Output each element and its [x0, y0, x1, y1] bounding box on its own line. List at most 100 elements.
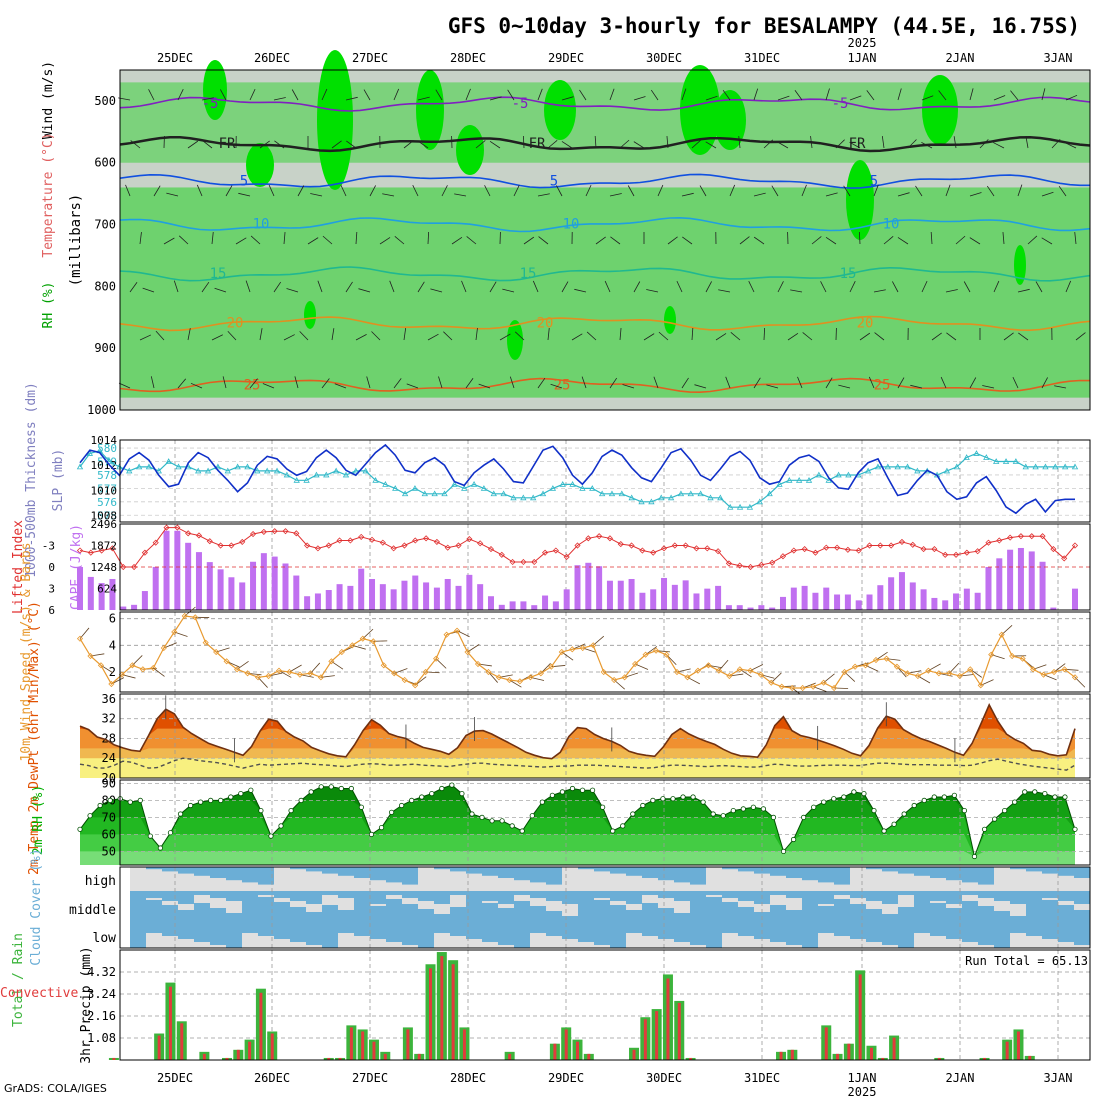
date-tick-bottom-4: 29DEC: [548, 1071, 584, 1085]
cape-bar-74: [877, 585, 883, 610]
cloud-middle-gap-17: [402, 898, 418, 904]
rh2m-marker-99: [1073, 827, 1077, 831]
rh2m-marker-88: [962, 808, 966, 812]
cloud-middle-gap-13: [338, 898, 354, 910]
cloud-high-52: [962, 867, 978, 882]
rh2m-marker-37: [450, 783, 454, 787]
date-tick-bottom-8: 2JAN: [946, 1071, 975, 1085]
cloud-low-gap-33: [658, 939, 674, 948]
cape-bar-80: [942, 600, 948, 610]
cape-bar-47: [585, 563, 591, 610]
cloud-middle-gap-22: [482, 901, 498, 903]
precip-conv-bar-15: [248, 1042, 251, 1060]
rh2m-marker-59: [671, 797, 675, 801]
cape-tick-0: 624: [97, 583, 117, 596]
rh2m-marker-94: [1023, 790, 1027, 794]
rh2m-tick-0: 50: [102, 844, 116, 858]
rh2m-marker-36: [440, 786, 444, 790]
cloud-middle-gap-25: [530, 898, 546, 906]
rh2m-marker-77: [852, 790, 856, 794]
rh2m-marker-87: [952, 793, 956, 797]
wind10-bg: [120, 612, 1090, 692]
cloud-high-13: [338, 867, 354, 876]
rh-saturated-4: [456, 125, 484, 175]
cloud-high-26: [546, 867, 562, 885]
cloud-middle-gap-53: [978, 898, 994, 906]
cloud-high-2: [162, 867, 178, 871]
date-tick-top-3: 28DEC: [450, 51, 486, 65]
lifted-tick-1: 0: [48, 561, 55, 574]
precip-conv-bar-26: [372, 1042, 375, 1060]
cloud-low-gap-2: [162, 936, 178, 948]
precip-conv-bar-32: [440, 956, 443, 1060]
cape-bar-24: [337, 584, 343, 610]
rh2m-marker-23: [309, 790, 313, 794]
cape-bar-88: [1029, 551, 1035, 610]
rh2m-marker-74: [822, 800, 826, 804]
cloud-middle-gap-50: [930, 901, 946, 903]
rh2m-marker-57: [651, 798, 655, 802]
cloud-middle-gap-52: [962, 895, 978, 901]
cloud-low-gap-27: [562, 939, 578, 948]
date-tick-bottom-7: 1JAN: [848, 1071, 877, 1085]
date-tick-bottom-9: 3JAN: [1044, 1071, 1073, 1085]
cape-bar-83: [975, 593, 981, 610]
cloud-high-23: [498, 867, 514, 878]
cloud-low-gap-28: [578, 942, 594, 948]
precip-run-total: Run Total = 65.13: [965, 954, 1088, 968]
cloud-low-gap-3: [178, 939, 194, 948]
cape-bar-57: [693, 593, 699, 610]
cloud-middle-gap-27: [562, 904, 578, 916]
cape-bar-73: [867, 594, 873, 610]
cape-bar-5: [131, 605, 137, 610]
cloud-low-gap-1: [146, 933, 162, 948]
cloud-low-gap-22: [482, 942, 498, 948]
cape-bar-36: [466, 575, 472, 610]
cloud-high-5: [210, 867, 226, 878]
cape-bar-72: [856, 600, 862, 610]
cloud-middle-gap-23: [498, 904, 514, 908]
rh2m-marker-28: [359, 805, 363, 809]
cape-bar-8: [164, 531, 170, 610]
isotherm-label-3-1: 10: [563, 217, 580, 233]
rh2m-tick-1: 60: [102, 827, 116, 841]
rh2m-marker-93: [1012, 800, 1016, 804]
rh2m-marker-86: [942, 795, 946, 799]
wind-axis-label: Wind (m/s): [41, 61, 56, 139]
pressure-tick-0: 500: [94, 94, 116, 108]
precip-conv-bar-8: [169, 987, 172, 1060]
cloud-low-gap-20: [450, 936, 466, 948]
rh2m-marker-67: [751, 805, 755, 809]
rh-saturated-1: [246, 143, 274, 187]
rh2m-marker-69: [771, 815, 775, 819]
cloud-low-gap-46: [866, 942, 882, 948]
date-tick-top-0: 25DEC: [157, 51, 193, 65]
cloud-middle-gap-38: [738, 901, 754, 907]
cape-bar-65: [780, 597, 786, 610]
cloud-middle-gap-36: [706, 895, 722, 897]
cloud-low-gap-44: [834, 936, 850, 948]
cape-bar-31: [412, 576, 418, 610]
rh2m-marker-0: [78, 827, 82, 831]
cape-bar-16: [250, 562, 256, 610]
cape-bar-39: [499, 605, 505, 610]
cape-bar-42: [531, 605, 537, 610]
cloud-low-gap-31: [626, 933, 642, 948]
cape-bar-34: [445, 579, 451, 610]
rh2m-marker-90: [982, 827, 986, 831]
rh2m-marker-43: [510, 824, 514, 828]
rh2m-marker-83: [912, 803, 916, 807]
rh2m-marker-10: [178, 812, 182, 816]
wind10-tick-0: 2: [109, 665, 116, 679]
cape-bar-67: [802, 586, 808, 610]
slp-tick-2: 1012: [91, 459, 118, 472]
rh2m-marker-89: [972, 854, 976, 858]
cape-bar-77: [910, 582, 916, 610]
precip-conv-bar-83: [1017, 1031, 1020, 1060]
isotherm-label-1-1: FR: [529, 136, 546, 152]
rh2m-marker-54: [621, 824, 625, 828]
isotherm-label-5-2: 20: [857, 315, 874, 331]
rh2m-marker-80: [882, 829, 886, 833]
cape-bar-19: [282, 563, 288, 610]
rh-saturated-5: [544, 80, 576, 140]
